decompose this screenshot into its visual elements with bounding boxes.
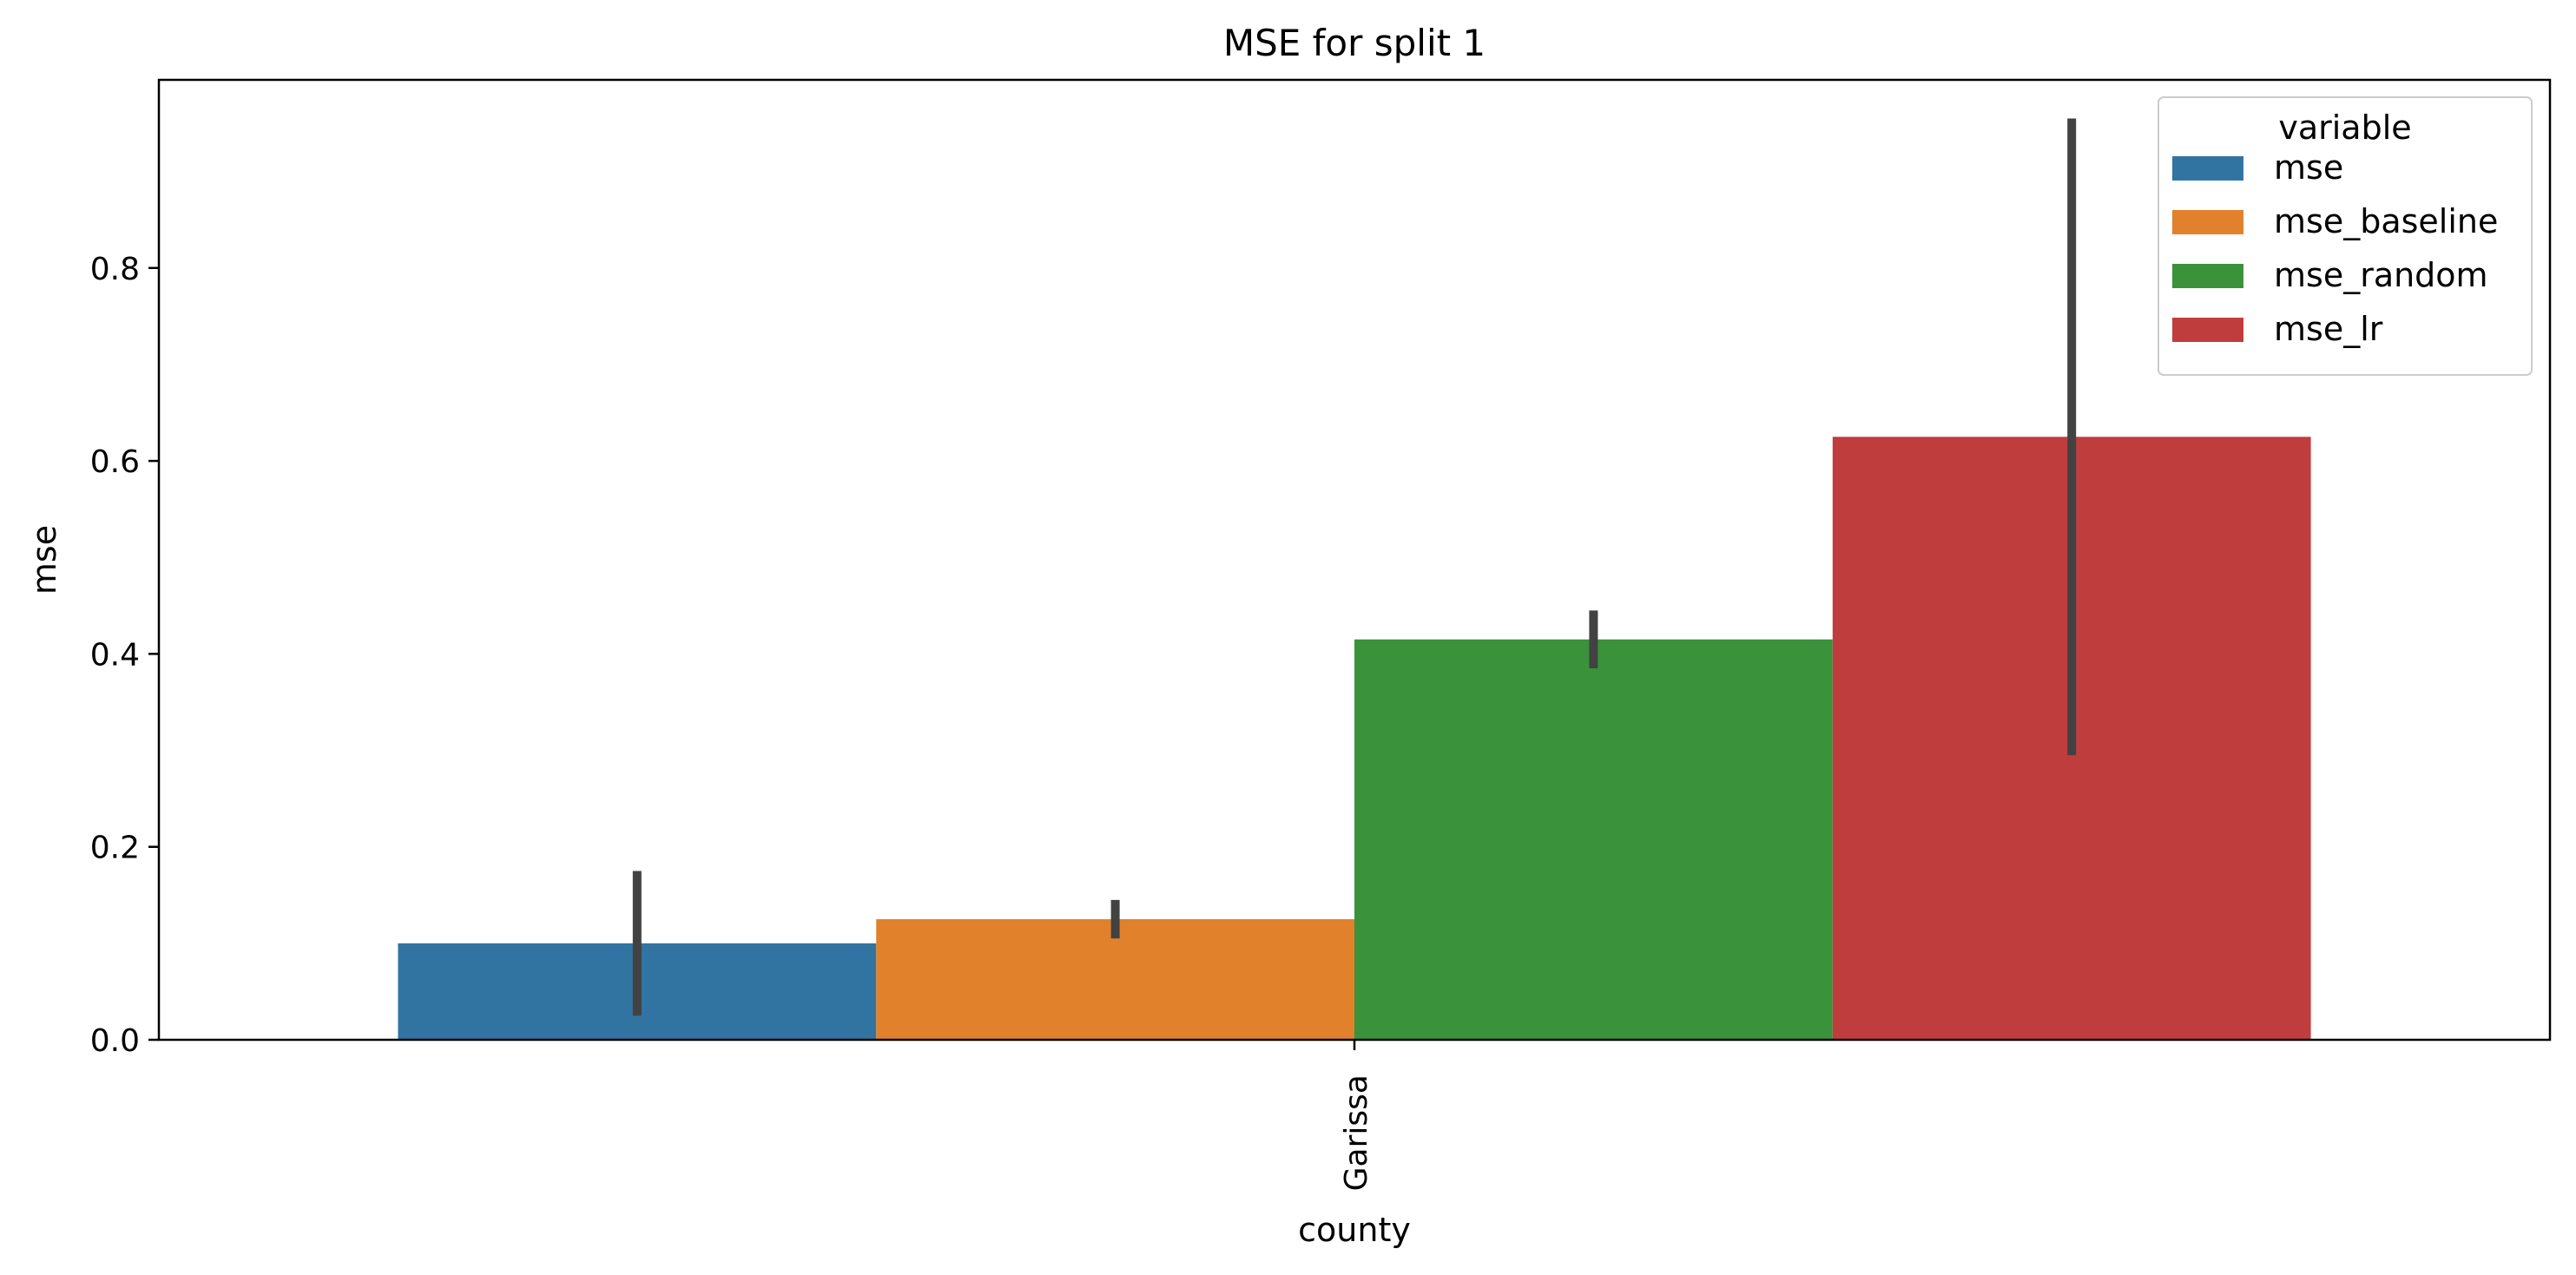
legend-swatch-mse_lr <box>2172 318 2243 342</box>
legend-swatch-mse_baseline <box>2172 210 2243 234</box>
legend-label-mse_baseline: mse_baseline <box>2274 202 2498 240</box>
legend-label-mse_random: mse_random <box>2274 256 2488 294</box>
chart-title: MSE for split 1 <box>1223 22 1486 64</box>
y-tick-label: 0.0 <box>90 1023 140 1059</box>
bar-mse_random <box>1354 639 1833 1040</box>
legend-items: mse mse_baseline mse_random mse_lr <box>2172 148 2498 348</box>
x-ticks: Garissa <box>1339 1040 1374 1191</box>
x-tick-label: Garissa <box>1339 1075 1374 1191</box>
legend-title: variable <box>2278 108 2411 147</box>
errorbars-group <box>632 118 2077 1016</box>
y-tick-label: 0.8 <box>90 252 140 287</box>
y-tick-label: 0.6 <box>90 444 140 480</box>
legend-label-mse: mse <box>2274 148 2343 187</box>
legend-swatch-mse <box>2172 156 2243 181</box>
y-ticks: 0.0 0.2 0.4 0.6 0.8 <box>90 252 159 1059</box>
legend-swatch-mse_random <box>2172 264 2243 288</box>
legend-label-mse_lr: mse_lr <box>2274 310 2383 348</box>
y-axis-label: mse <box>25 525 63 595</box>
legend: variable mse mse_baseline mse_random mse_lr <box>2158 96 2533 376</box>
x-axis-label: county <box>1298 1211 1411 1249</box>
y-tick-label: 0.2 <box>90 831 140 866</box>
y-tick-label: 0.4 <box>90 637 140 673</box>
legend-box <box>2158 96 2533 376</box>
bar-mse_baseline <box>876 919 1354 1040</box>
